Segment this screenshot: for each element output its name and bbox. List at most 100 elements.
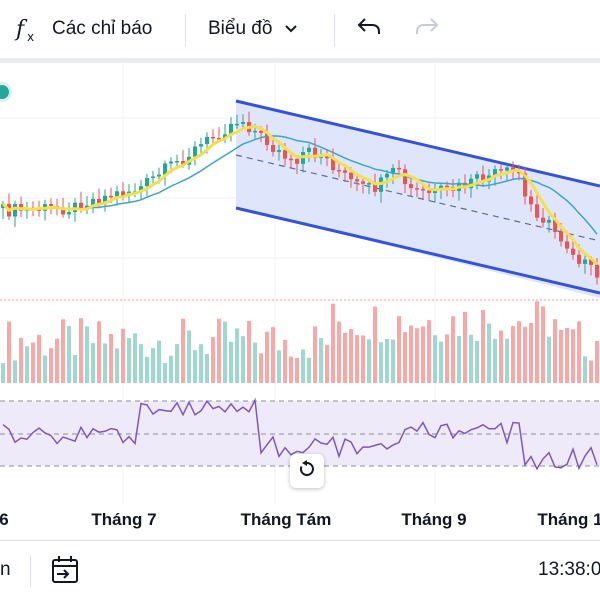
volume-bar (433, 335, 437, 383)
candle-body (235, 123, 239, 126)
volume-bar (421, 326, 425, 383)
volume-bar (319, 338, 323, 383)
candle-body (349, 172, 353, 180)
candle-body (325, 156, 329, 159)
candle-body (583, 259, 587, 264)
candle-body (151, 176, 155, 179)
candle-body (445, 185, 449, 188)
volume-bar (25, 346, 29, 383)
rsi-line (2, 397, 598, 471)
volume-bar (241, 336, 245, 383)
candle-body (475, 174, 479, 179)
volume-bar (373, 306, 377, 383)
reset-chart-button[interactable] (290, 454, 324, 488)
undo-icon (356, 15, 382, 43)
volume-bar (529, 323, 533, 383)
volume-bar (145, 356, 149, 383)
chart-canvas[interactable] (0, 63, 600, 540)
volume-bar (391, 339, 395, 383)
candle-body (163, 163, 167, 175)
volume-bar (55, 338, 59, 383)
candle-body (199, 144, 203, 147)
candle-body (523, 173, 527, 197)
volume-bar (103, 343, 107, 383)
candle-body (277, 150, 281, 152)
volume-bar (403, 332, 407, 383)
volume-bar (109, 334, 113, 383)
candle-body (571, 248, 575, 255)
volume-bar (415, 328, 419, 383)
candle-body (181, 160, 185, 165)
candle-body (421, 188, 425, 191)
volume-bar (295, 357, 299, 383)
volume-bar (1, 363, 5, 383)
volume-bar (277, 350, 281, 383)
series-marker[interactable] (0, 82, 12, 102)
volume-bar (553, 319, 557, 383)
volume-bar (217, 318, 221, 383)
candle-body (505, 167, 509, 171)
volume-bar (355, 335, 359, 383)
volume-bar (247, 320, 251, 383)
volume-bar (211, 337, 215, 383)
candle-body (121, 191, 125, 196)
volume-bar (205, 353, 209, 383)
xaxis-label: 6 (0, 510, 9, 529)
volume-bar (187, 330, 191, 383)
volume-bar (31, 342, 35, 383)
volume-bar (13, 360, 17, 383)
chart-type-label: Biểu đồ (208, 18, 273, 39)
volume-bar (337, 321, 341, 383)
volume-bar (505, 338, 509, 383)
candle-body (139, 186, 143, 192)
candle-body (49, 204, 53, 207)
volume-bar (259, 353, 263, 383)
candle-body (385, 173, 389, 178)
bottom-bar: n 13:38:0 (0, 541, 600, 600)
undo-button[interactable] (356, 10, 382, 48)
volume-bar (133, 333, 137, 383)
volume-bar (85, 326, 89, 383)
volume-bar (253, 342, 257, 383)
candle-body (343, 170, 347, 173)
volume-bar (379, 342, 383, 383)
candle-body (217, 137, 221, 140)
volume-bar (229, 341, 233, 383)
redo-button[interactable] (414, 10, 440, 48)
fx-icon: f x (14, 14, 42, 44)
volume-bar (511, 326, 515, 383)
volume-bar (445, 334, 449, 383)
indicators-button[interactable]: f x Các chỉ báo (14, 10, 152, 48)
candle-body (211, 136, 215, 139)
chart-type-button[interactable]: Biểu đồ (208, 10, 298, 48)
ma-fast-line (1, 125, 599, 266)
candle-body (259, 130, 263, 133)
volume-bar (439, 341, 443, 383)
volume-bar (37, 334, 41, 383)
candle-body (373, 183, 377, 192)
volume-bar (73, 354, 77, 383)
range-label[interactable]: n (0, 559, 11, 580)
candle-body (355, 179, 359, 182)
volume-bar (151, 348, 155, 383)
volume-bar (463, 311, 467, 383)
candle-body (361, 181, 365, 184)
candle-body (175, 160, 179, 163)
svg-text:f: f (14, 17, 28, 42)
candle-body (319, 156, 323, 158)
bottom-separator (30, 555, 31, 587)
goto-date-button[interactable] (48, 553, 82, 587)
volume-bar (115, 348, 119, 383)
volume-bar (541, 306, 545, 383)
candle-body (331, 158, 335, 171)
volume-bar (397, 316, 401, 383)
chart-pane[interactable] (0, 63, 600, 540)
volume-bar (301, 349, 305, 383)
candle-body (565, 241, 569, 249)
candle-body (397, 167, 401, 170)
volume-bar (535, 301, 539, 383)
volume-bar (517, 321, 521, 383)
indicators-label: Các chỉ báo (52, 18, 153, 39)
volume-bar (181, 318, 185, 383)
xaxis-label: Tháng 1 (537, 510, 600, 529)
